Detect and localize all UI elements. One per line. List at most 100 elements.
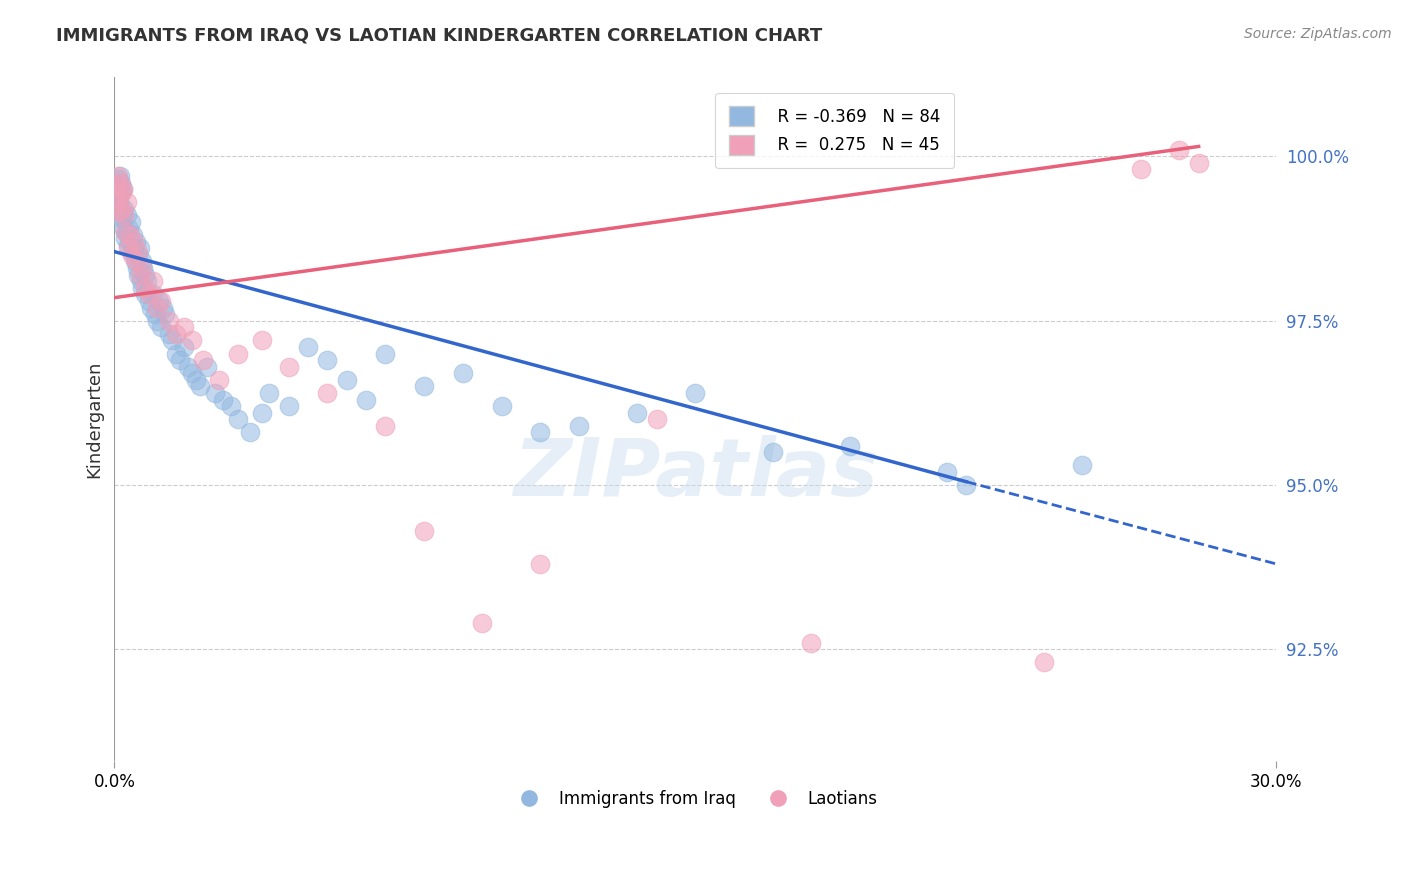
- Point: [117, 238, 139, 252]
- Point: [146, 313, 169, 327]
- Point: [936, 465, 959, 479]
- Point: [529, 557, 551, 571]
- Point: [162, 334, 184, 348]
- Legend: Immigrants from Iraq, Laotians: Immigrants from Iraq, Laotians: [506, 783, 884, 814]
- Point: [173, 320, 195, 334]
- Point: [250, 406, 273, 420]
- Point: [111, 182, 134, 196]
- Point: [111, 186, 134, 200]
- Point: [259, 386, 281, 401]
- Point: [110, 199, 132, 213]
- Point: [1129, 162, 1152, 177]
- Point: [110, 176, 132, 190]
- Point: [683, 386, 706, 401]
- Point: [125, 261, 148, 276]
- Point: [491, 399, 513, 413]
- Point: [529, 425, 551, 440]
- Point: [131, 281, 153, 295]
- Point: [173, 340, 195, 354]
- Point: [122, 228, 145, 243]
- Point: [125, 235, 148, 249]
- Point: [115, 225, 138, 239]
- Point: [107, 169, 129, 183]
- Point: [208, 373, 231, 387]
- Point: [110, 186, 132, 200]
- Point: [297, 340, 319, 354]
- Point: [122, 241, 145, 255]
- Point: [131, 261, 153, 276]
- Point: [143, 307, 166, 321]
- Point: [169, 353, 191, 368]
- Point: [127, 268, 149, 282]
- Point: [165, 346, 187, 360]
- Point: [105, 182, 128, 196]
- Point: [121, 244, 143, 259]
- Point: [195, 359, 218, 374]
- Point: [121, 248, 143, 262]
- Point: [228, 346, 250, 360]
- Point: [118, 228, 141, 243]
- Point: [413, 379, 436, 393]
- Point: [762, 445, 785, 459]
- Point: [107, 178, 129, 193]
- Point: [277, 399, 299, 413]
- Point: [955, 478, 977, 492]
- Point: [136, 274, 159, 288]
- Point: [645, 412, 668, 426]
- Point: [118, 235, 141, 249]
- Point: [128, 268, 150, 282]
- Point: [134, 281, 156, 295]
- Point: [211, 392, 233, 407]
- Point: [153, 307, 176, 321]
- Point: [228, 412, 250, 426]
- Point: [108, 169, 131, 183]
- Point: [250, 334, 273, 348]
- Point: [117, 241, 139, 255]
- Point: [157, 326, 180, 341]
- Point: [115, 209, 138, 223]
- Point: [122, 235, 145, 249]
- Point: [120, 215, 142, 229]
- Point: [110, 202, 132, 216]
- Point: [316, 353, 339, 368]
- Text: ZIPatlas: ZIPatlas: [513, 435, 877, 513]
- Point: [114, 231, 136, 245]
- Point: [141, 301, 163, 315]
- Point: [107, 188, 129, 202]
- Y-axis label: Kindergarten: Kindergarten: [86, 360, 103, 478]
- Point: [626, 406, 648, 420]
- Point: [107, 172, 129, 186]
- Point: [127, 248, 149, 262]
- Point: [128, 241, 150, 255]
- Point: [124, 254, 146, 268]
- Point: [219, 399, 242, 413]
- Point: [152, 301, 174, 315]
- Point: [149, 293, 172, 308]
- Point: [105, 192, 128, 206]
- Point: [112, 202, 135, 216]
- Point: [134, 268, 156, 282]
- Text: Source: ZipAtlas.com: Source: ZipAtlas.com: [1244, 27, 1392, 41]
- Point: [110, 176, 132, 190]
- Point: [138, 293, 160, 308]
- Point: [204, 386, 226, 401]
- Point: [146, 301, 169, 315]
- Text: IMMIGRANTS FROM IRAQ VS LAOTIAN KINDERGARTEN CORRELATION CHART: IMMIGRANTS FROM IRAQ VS LAOTIAN KINDERGA…: [56, 27, 823, 45]
- Point: [125, 254, 148, 268]
- Point: [568, 418, 591, 433]
- Point: [165, 326, 187, 341]
- Point: [800, 636, 823, 650]
- Point: [111, 182, 134, 196]
- Point: [107, 202, 129, 216]
- Point: [108, 188, 131, 202]
- Point: [142, 274, 165, 288]
- Point: [115, 195, 138, 210]
- Point: [180, 366, 202, 380]
- Point: [413, 524, 436, 538]
- Point: [177, 359, 200, 374]
- Point: [108, 195, 131, 210]
- Point: [374, 418, 396, 433]
- Point: [1188, 156, 1211, 170]
- Point: [132, 261, 155, 276]
- Point: [471, 615, 494, 630]
